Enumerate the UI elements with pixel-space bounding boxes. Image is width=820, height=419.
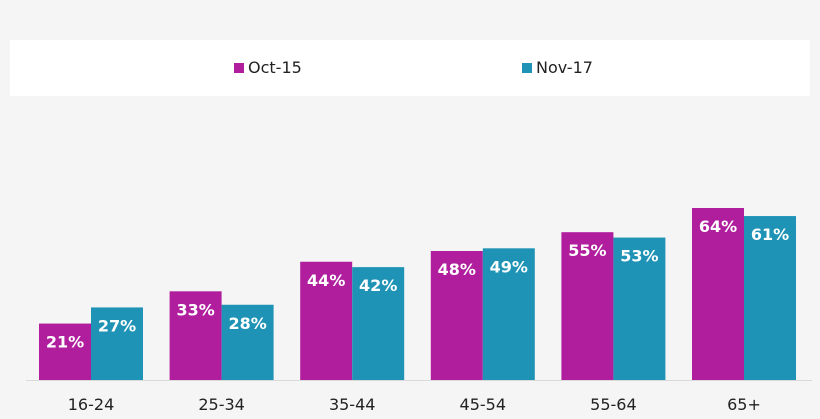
bar-oct-15-45-54 [430,251,483,380]
bar-oct-15-16-24 [39,323,91,380]
data-label-oct-15-45-54: 48% [438,260,476,279]
data-label-oct-15-25-34: 33% [176,300,214,319]
data-label-nov-17-65-: 61% [751,225,789,244]
data-label-oct-15-55-64: 55% [568,241,606,260]
legend-swatch-oct-15 [234,62,244,73]
data-label-oct-15-35-44: 44% [307,271,345,290]
x-tick-label-16-24: 16-24 [68,395,115,414]
x-tick-label-55-64: 55-64 [590,395,637,414]
bar-nov-17-45-54 [482,248,535,380]
bar-nov-17-25-34 [221,304,274,380]
bar-nov-17-16-24 [91,307,143,380]
bar-nov-17-35-44 [352,267,405,380]
bar-oct-15-55-64 [561,232,614,380]
x-tick-label-25-34: 25-34 [198,395,245,414]
legend: Oct-15 Nov-17 [10,40,810,96]
bar-oct-15-65- [692,208,744,380]
legend-swatch-nov-17 [522,62,532,73]
legend-item-oct-15: Oct-15 [234,58,302,77]
legend-item-nov-17: Nov-17 [522,58,593,77]
data-label-oct-15-65-: 64% [699,217,737,236]
x-tick-label-65-: 65+ [727,395,761,414]
data-label-nov-17-25-34: 28% [228,314,266,333]
bar-nov-17-55-64 [613,237,666,380]
bar-nov-17-65- [744,216,796,380]
x-tick-label-35-44: 35-44 [329,395,376,414]
data-label-nov-17-45-54: 49% [490,257,528,276]
bar-oct-15-25-34 [169,291,222,380]
bar-oct-15-35-44 [300,261,353,380]
data-label-nov-17-35-44: 42% [359,276,397,295]
x-tick-label-45-54: 45-54 [460,395,507,414]
data-label-oct-15-16-24: 21% [46,333,84,352]
legend-label-oct-15: Oct-15 [248,58,302,77]
legend-label-nov-17: Nov-17 [536,58,593,77]
data-label-nov-17-55-64: 53% [620,247,658,266]
data-label-nov-17-16-24: 27% [98,316,136,335]
